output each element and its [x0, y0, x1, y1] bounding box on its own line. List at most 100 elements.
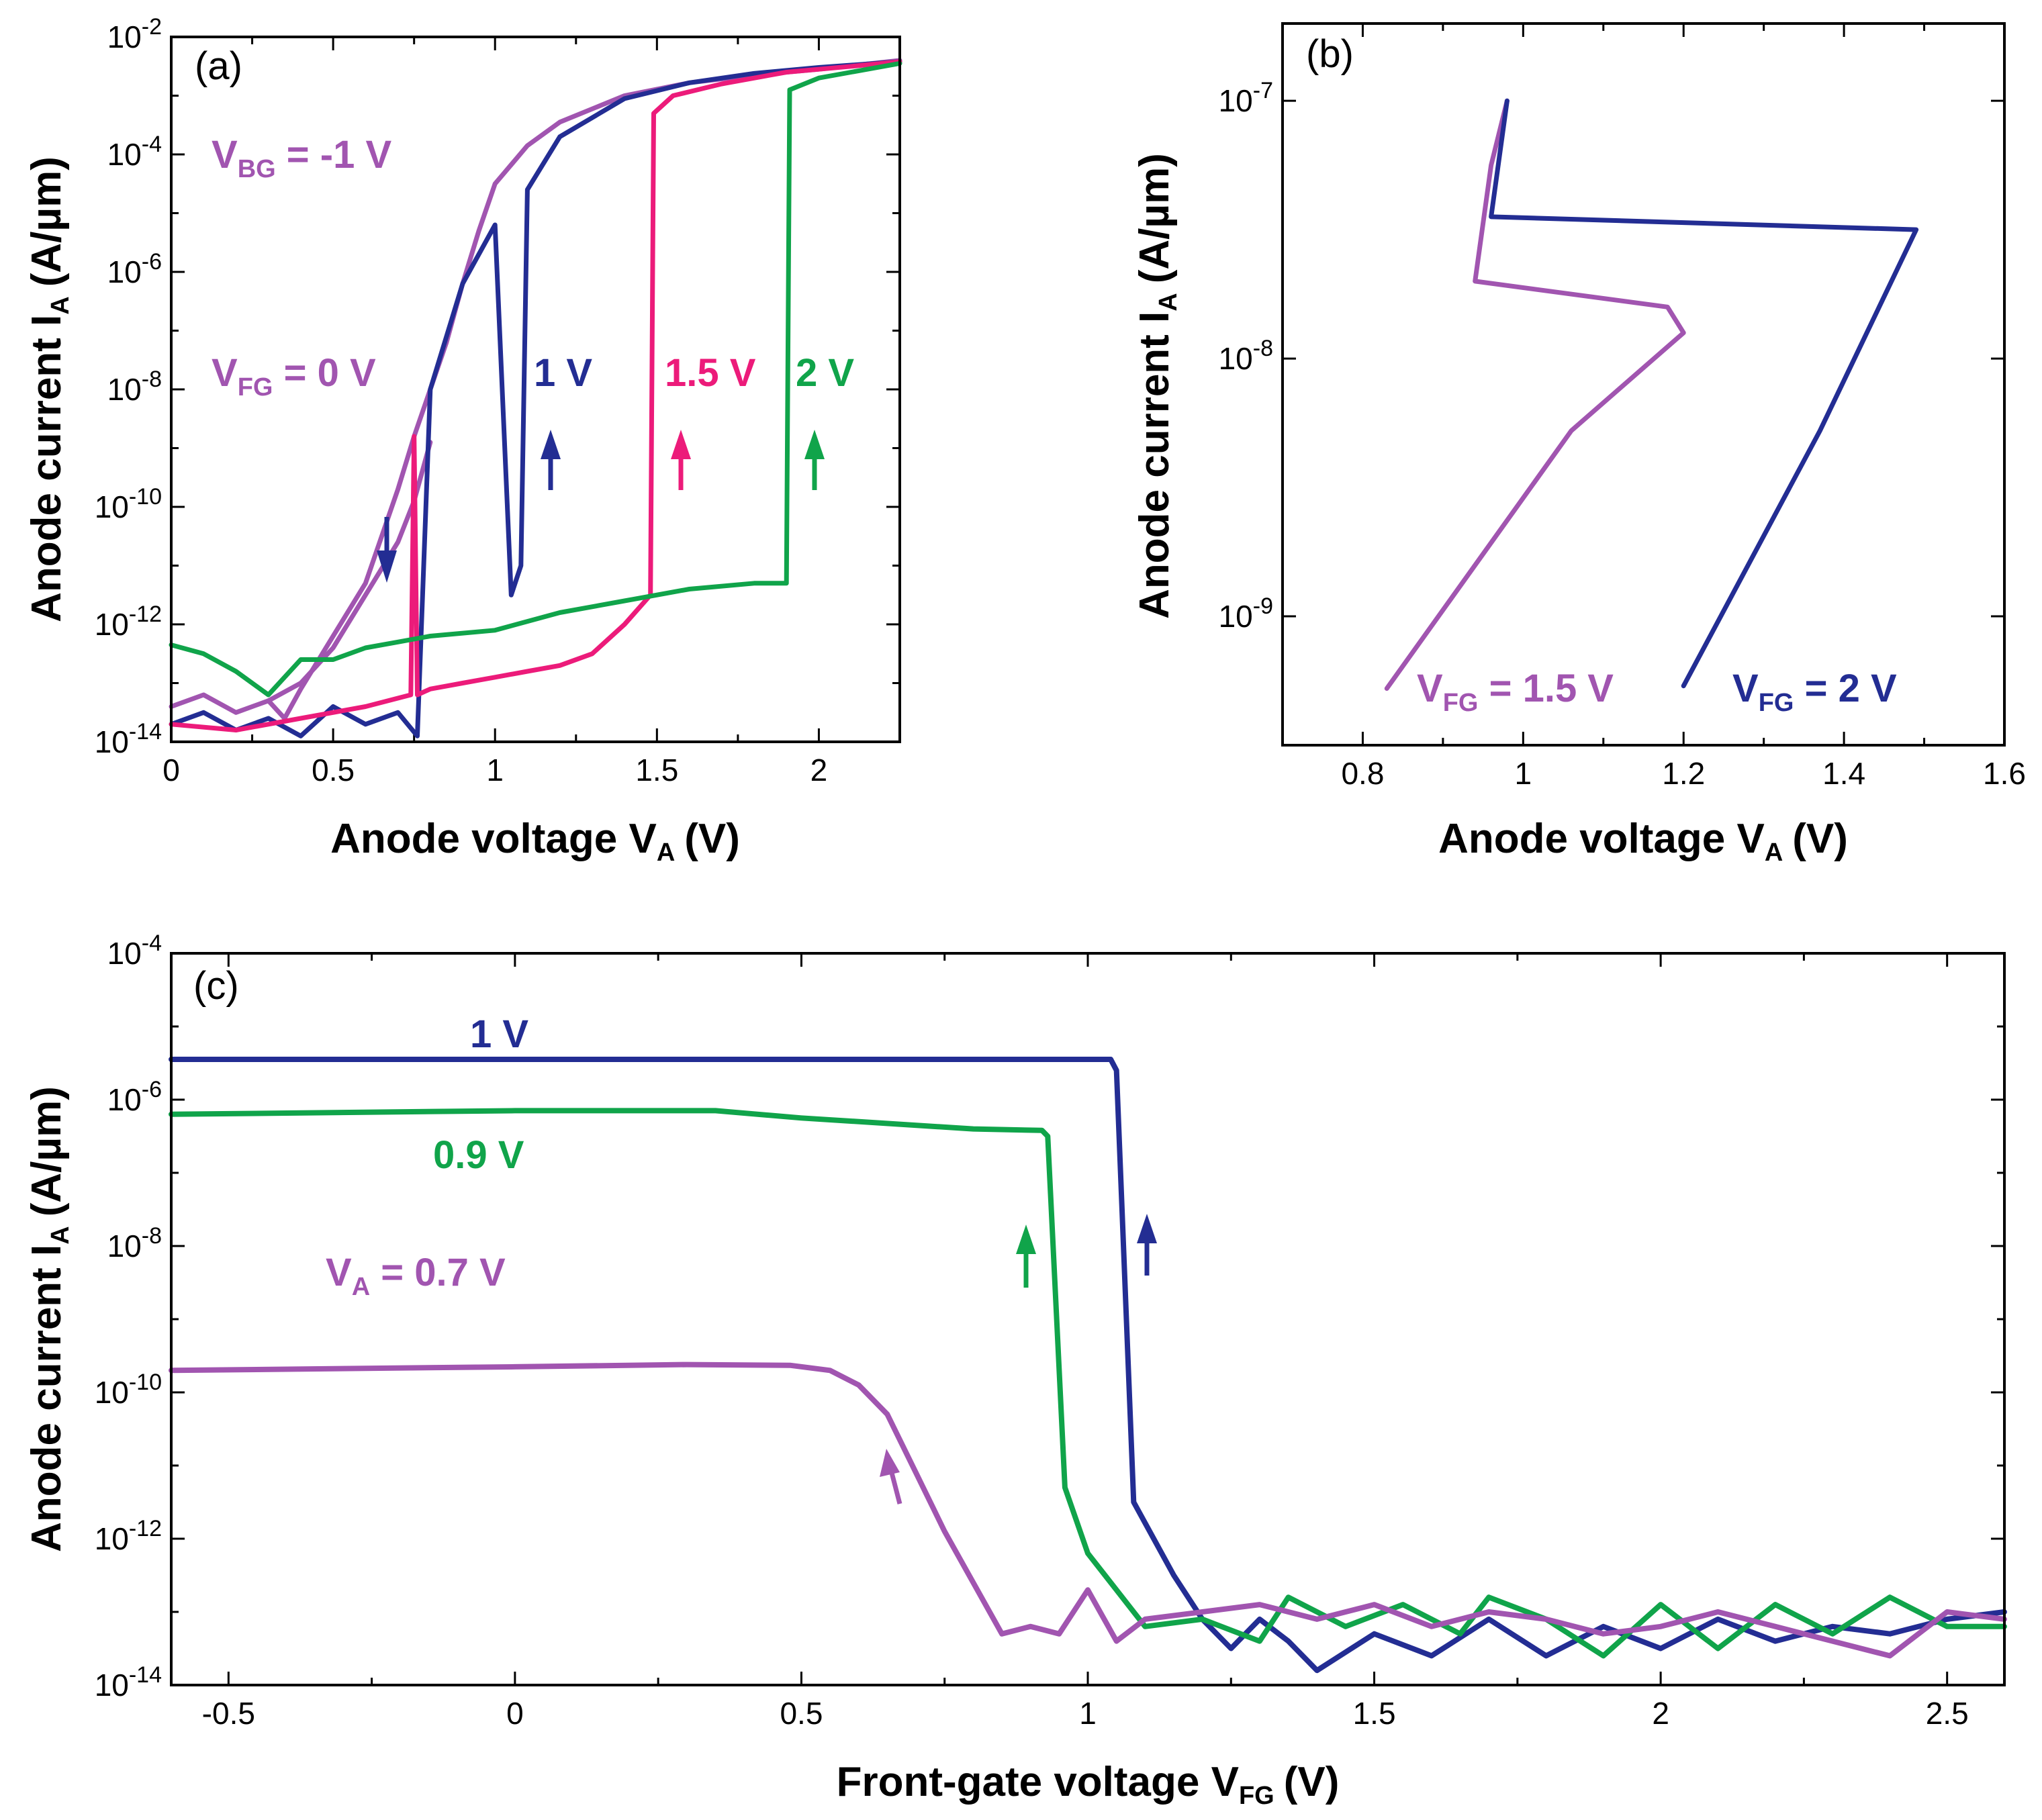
panel-a-ylabel: Anode current I: [24, 315, 70, 622]
y-tick-label: 10-2: [107, 14, 162, 54]
series-line-c-2: [169, 1361, 2007, 1659]
panel-b-vfg-2v-annotation: VFG = 2 V: [1732, 667, 1897, 717]
panel-a-xlabel-sub: A: [657, 839, 675, 867]
panel-b-ylabel: Anode current I: [1131, 312, 1178, 619]
panel-b-ylabel-unit: (A/µm): [1131, 153, 1178, 283]
panel-b-vfg-1-5v-annotation: VFG = 1.5 V: [1417, 667, 1614, 717]
panel-c-ylabel: Anode current I: [24, 1245, 70, 1552]
panel-a-ylabel-unit: (A/µm): [24, 156, 70, 287]
panel-c-ticks: [171, 952, 2004, 1686]
y-tick-label: 10-6: [107, 249, 162, 289]
y-tick-label: 10-8: [107, 1223, 162, 1263]
panel-c-x-axis-title: Front-gate voltage VFG (V): [837, 1759, 1340, 1810]
arrow-up-icon: [1016, 1225, 1036, 1288]
x-tick-label: 0: [506, 1696, 524, 1731]
x-tick-label: 1: [486, 753, 504, 787]
panel-a-xlabel: Anode voltage V: [330, 816, 657, 862]
panel-a-label: (a): [195, 44, 242, 88]
x-tick-label: 0.5: [780, 1696, 823, 1731]
b-n-rest: = 2 V: [1794, 667, 1896, 710]
x-tick-label: -0.5: [202, 1696, 255, 1731]
series-line-b-0: [1384, 98, 1686, 691]
panel-b-x-tick-labels: 0.8 1 1.2 1.4 1.6: [1341, 756, 2026, 791]
y-tick-label: 10-8: [107, 367, 162, 407]
series-line-b-1: [1489, 98, 1919, 689]
panel-c-xlabel: Front-gate voltage V: [837, 1759, 1239, 1805]
panel-b-xlabel-unit: (V): [1792, 816, 1848, 862]
arrow-up-icon: [804, 430, 825, 490]
arrow-up-icon: [671, 430, 691, 490]
b-p-rest: = 1.5 V: [1478, 667, 1614, 710]
panel-a-vbg-annotation: VBG = -1 V: [212, 133, 391, 183]
panel-b-series: [1384, 98, 1919, 691]
c-va-sub: A: [352, 1273, 370, 1301]
panel-c-ylabel-unit: (A/µm): [24, 1086, 70, 1216]
y-tick-label: 10-10: [95, 484, 162, 524]
vbg-main: V: [212, 133, 238, 177]
panel-c-label-0-9v: 0.9 V: [433, 1133, 524, 1177]
panel-b-ticks: [1281, 23, 2006, 745]
y-tick-label: 10-4: [107, 930, 162, 971]
x-tick-label: 1.5: [635, 753, 678, 787]
vbg-rest: = -1 V: [276, 133, 392, 177]
vfg-main: V: [212, 351, 238, 395]
y-tick-label: 10-10: [95, 1370, 162, 1410]
vbg-sub: BG: [238, 155, 276, 183]
vfg-rest: = 0 V: [273, 351, 375, 395]
arrow-up-icon: [541, 430, 561, 490]
x-tick-label: 1.6: [1983, 756, 2026, 791]
x-tick-label: 1.2: [1662, 756, 1705, 791]
arrow-down-icon: [377, 517, 397, 583]
y-tick-label: 10-14: [95, 1662, 162, 1703]
x-tick-label: 2.5: [1926, 1696, 1969, 1731]
panel-c-xlabel-sub: FG: [1239, 1782, 1274, 1810]
y-tick-label: 10-6: [107, 1077, 162, 1117]
panel-a-xlabel-unit: (V): [684, 816, 740, 862]
panel-a-x-axis-title: Anode voltage VA (V): [330, 816, 740, 867]
vfg-sub: FG: [238, 373, 273, 401]
arrow-up-icon: [880, 1449, 902, 1504]
arrow-up-icon: [1137, 1214, 1157, 1276]
panel-b-xlabel: Anode voltage V: [1438, 816, 1765, 862]
panel-a-frame: [170, 36, 901, 743]
x-tick-label: 1.4: [1822, 756, 1865, 791]
panel-b-frame: [1281, 22, 2006, 747]
y-tick-label: 10-12: [95, 602, 162, 642]
y-tick-label: 10-12: [95, 1516, 162, 1556]
x-tick-label: 0: [163, 753, 180, 787]
panel-c-va-annotation: VA = 0.7 V: [326, 1251, 506, 1301]
series-line-a-1: [266, 440, 433, 704]
panel-b-x-axis-title: Anode voltage VA (V): [1438, 816, 1848, 867]
panel-c-series: [169, 1057, 2007, 1674]
y-tick-label: 10-8: [1219, 336, 1273, 376]
panel-b-label: (b): [1306, 32, 1354, 76]
panel-a-y-tick-labels: 10-14 10-12 10-10 10-8 10-6 10-4 10-2: [95, 14, 162, 759]
b-p-sub: FG: [1443, 689, 1479, 717]
x-tick-label: 1.5: [1353, 1696, 1396, 1731]
panel-c-ylabel-sub: A: [46, 1226, 75, 1244]
panel-c-label: (c): [193, 964, 239, 1008]
panel-b-ylabel-sub: A: [1154, 293, 1182, 311]
x-tick-label: 2: [810, 753, 828, 787]
y-tick-label: 10-14: [95, 719, 162, 759]
panel-b-y-axis-title: Anode current IA (A/µm): [1131, 153, 1182, 619]
panel-a-label-2v: 2 V: [796, 351, 854, 395]
b-n-sub: FG: [1759, 689, 1794, 717]
c-va-main: V: [326, 1251, 352, 1294]
y-tick-label: 10-9: [1219, 593, 1273, 634]
x-tick-label: 2: [1652, 1696, 1669, 1731]
series-line-c-1: [169, 1108, 2007, 1659]
panel-c-xlabel-unit: (V): [1284, 1759, 1340, 1805]
panel-a-vfg-annotation: VFG = 0 V: [212, 351, 376, 401]
panel-c-y-axis-title: Anode current IA (A/µm): [24, 1086, 75, 1552]
x-tick-label: 0.8: [1341, 756, 1384, 791]
panel-a-x-tick-labels: 0 0.5 1 1.5 2: [163, 753, 827, 787]
panel-a-series: [169, 58, 902, 738]
panel-a-label-1-5v: 1.5 V: [665, 351, 756, 395]
panel-a-y-axis-title: Anode current IA (A/µm): [24, 156, 75, 622]
b-n-main: V: [1732, 667, 1759, 710]
b-p-main: V: [1417, 667, 1443, 710]
y-tick-label: 10-7: [1219, 78, 1273, 118]
panel-a-label-1v: 1 V: [534, 351, 592, 395]
